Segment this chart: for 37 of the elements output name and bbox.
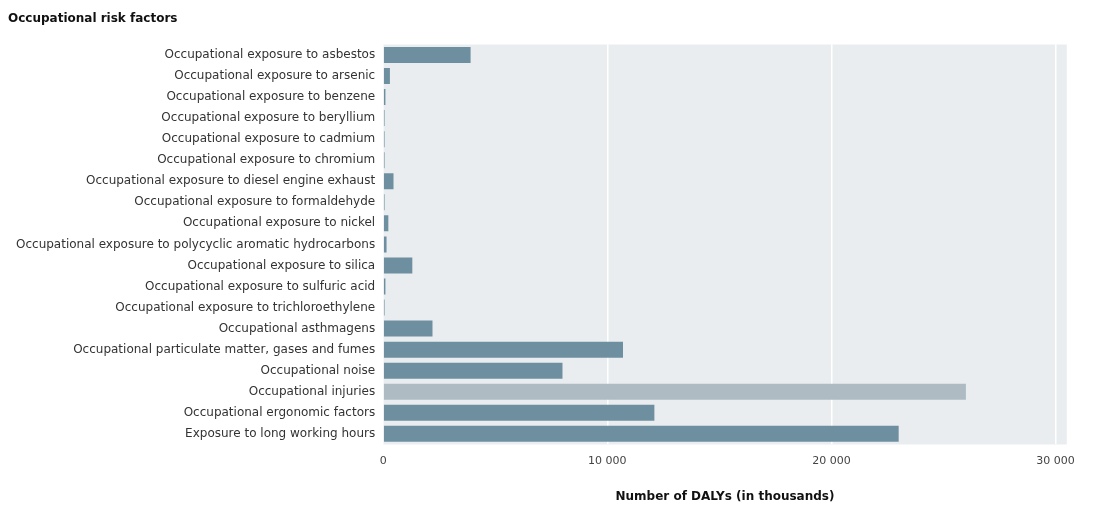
y-tick-label: Occupational exposure to arsenic — [174, 68, 376, 83]
bar — [383, 362, 563, 379]
x-tick-label: 0 — [379, 453, 387, 467]
bar — [383, 404, 655, 421]
y-tick-label: Occupational exposure to trichloroethylene — [115, 299, 376, 314]
y-tick-label: Occupational exposure to silica — [187, 257, 376, 272]
bar — [383, 67, 390, 84]
y-tick-label: Occupational exposure to cadmium — [161, 131, 376, 146]
y-tick-label: Occupational exposure to chromium — [157, 152, 376, 167]
y-tick-label: Occupational particulate matter, gases and fumes — [73, 341, 376, 356]
x-tick-label: 10 000 — [588, 453, 627, 467]
y-tick-label: Occupational exposure to formaldehyde — [134, 194, 376, 209]
y-tick-label: Occupational ergonomic factors — [183, 404, 376, 419]
bar — [383, 173, 394, 190]
y-tick-label: Exposure to long working hours — [185, 426, 376, 440]
x-axis-title: Number of DALYs (in thousands) — [615, 488, 835, 503]
y-tick-label: Occupational exposure to nickel — [182, 215, 376, 230]
y-tick-label: Occupational exposure to beryllium — [161, 110, 376, 125]
bar — [383, 236, 387, 253]
y-tick-label: Occupational exposure to benzene — [166, 89, 376, 104]
y-tick-label: Occupational asthmagens — [218, 320, 376, 335]
bar — [383, 383, 966, 400]
x-tick-label: 20 000 — [812, 453, 851, 467]
bar — [383, 46, 471, 63]
bar — [383, 215, 389, 232]
bar — [383, 341, 623, 358]
bar — [383, 320, 433, 337]
y-tick-label: Occupational noise — [260, 362, 376, 377]
x-tick-label: 30 000 — [1036, 453, 1075, 467]
bar — [383, 257, 413, 274]
y-tick-label: Occupational exposure to polycyclic aromatic hydrocarbons — [15, 236, 376, 251]
y-tick-label: Occupational exposure to sulfuric acid — [145, 278, 376, 293]
text: Occupational risk factors — [8, 11, 178, 26]
y-tick-label: Occupational exposure to asbestos — [164, 47, 376, 62]
bar — [383, 425, 899, 442]
y-tick-label: Occupational injuries — [248, 383, 376, 398]
y-tick-label: Occupational exposure to diesel engine exhaust — [86, 173, 376, 188]
